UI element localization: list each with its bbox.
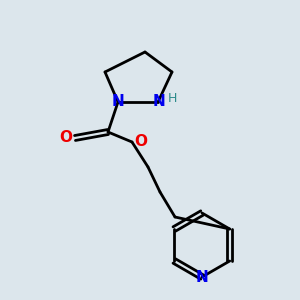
Text: N: N <box>196 271 208 286</box>
Text: O: O <box>59 130 73 145</box>
Text: O: O <box>134 134 148 148</box>
Text: H: H <box>167 92 177 106</box>
Text: N: N <box>153 94 165 109</box>
Text: N: N <box>112 94 124 109</box>
